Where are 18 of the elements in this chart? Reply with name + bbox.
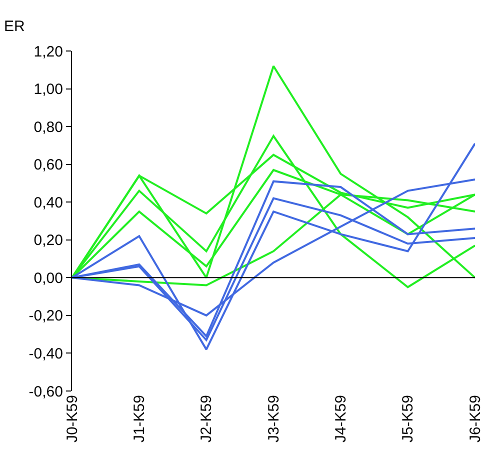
x-tick-label: J0-K59 <box>64 395 81 443</box>
x-tick-label: J2-K59 <box>198 395 216 443</box>
y-axis-title: ER <box>4 18 26 35</box>
y-tick-label: 0,20 <box>34 232 63 250</box>
x-tick-label: J3-K59 <box>265 395 282 443</box>
x-tick-label: J4-K59 <box>332 395 350 443</box>
y-tick-label: 1,00 <box>34 81 63 98</box>
x-tick-label: J5-K59 <box>400 395 417 443</box>
y-tick-label: -0,40 <box>28 345 63 362</box>
y-tick-label: 1,20 <box>34 43 63 60</box>
y-tick-label: 0,60 <box>34 156 63 174</box>
y-tick-label: 0,40 <box>34 194 63 212</box>
y-tick-label: -0,60 <box>28 383 63 400</box>
y-tick-label: 0,00 <box>34 270 63 287</box>
y-tick-label: -0,20 <box>28 308 63 325</box>
x-tick-label: J6-K59 <box>466 395 484 443</box>
y-tick-label: 0,80 <box>34 118 63 136</box>
x-tick-label: J1-K59 <box>131 395 148 443</box>
